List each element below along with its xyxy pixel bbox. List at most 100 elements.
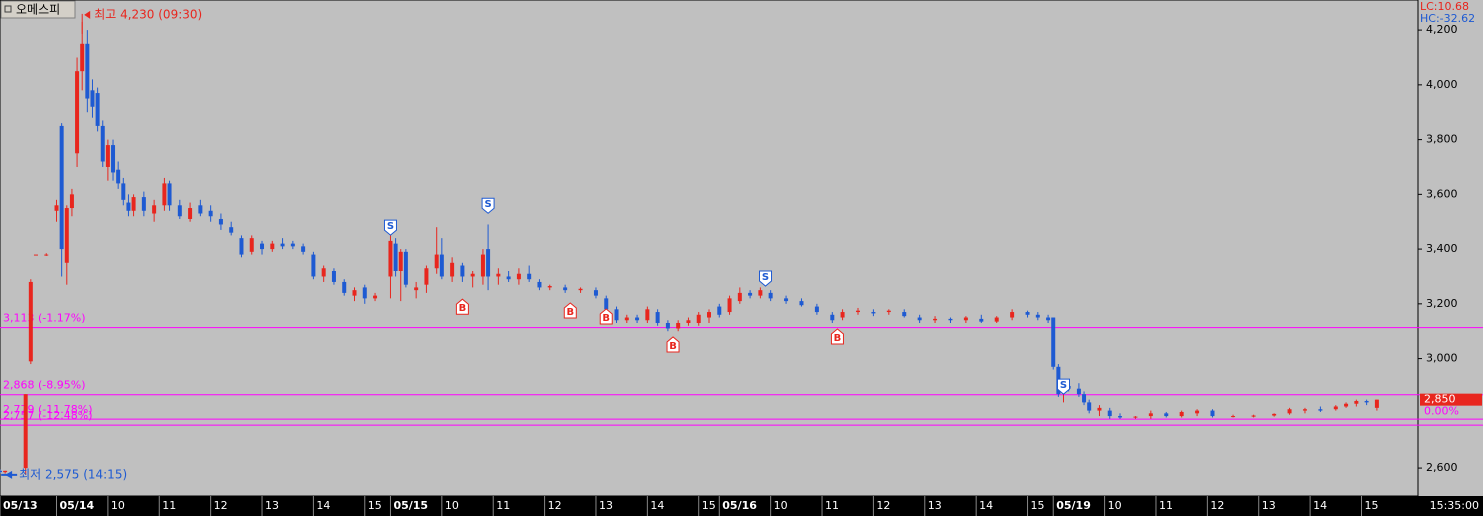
current-change: 0.00% bbox=[1424, 405, 1459, 418]
x-tick-label: 10 bbox=[445, 499, 459, 512]
chart-title: 오메스피 bbox=[16, 3, 60, 17]
signal-label: S bbox=[484, 199, 491, 210]
candle-body bbox=[105, 145, 110, 167]
candle-body bbox=[260, 243, 265, 250]
candle-body bbox=[64, 208, 69, 263]
candle-body bbox=[717, 306, 722, 315]
candle-body bbox=[249, 238, 254, 252]
candle-body bbox=[676, 323, 681, 329]
candle-body bbox=[1087, 402, 1092, 411]
candle-body bbox=[480, 254, 485, 277]
signal-marker bbox=[1057, 378, 1070, 395]
candle-body bbox=[516, 273, 521, 280]
level-label: 2,757 (-12.48%) bbox=[3, 409, 92, 422]
candle-body bbox=[902, 312, 907, 317]
candle-body bbox=[1148, 413, 1153, 417]
candle-body bbox=[963, 317, 968, 321]
candle-body bbox=[979, 318, 984, 322]
candle-body bbox=[321, 268, 326, 277]
candle-body bbox=[830, 314, 835, 321]
candle-body bbox=[424, 268, 429, 285]
title-icon bbox=[4, 5, 12, 13]
plot-area bbox=[0, 0, 1419, 497]
candle-body bbox=[311, 254, 316, 277]
candle-body bbox=[784, 298, 789, 302]
signal-marker bbox=[455, 298, 469, 315]
candle-body bbox=[398, 251, 403, 271]
candle-body bbox=[1333, 406, 1338, 410]
candle-body bbox=[1344, 403, 1349, 407]
candle-body bbox=[1051, 317, 1056, 367]
candle-body bbox=[665, 323, 670, 329]
low-label: 최저 2,575 (14:15) bbox=[19, 467, 127, 481]
y-tick-label: 3,800 bbox=[1426, 133, 1458, 146]
candle-body bbox=[28, 281, 33, 362]
candle-body bbox=[470, 273, 475, 277]
candle-body bbox=[342, 281, 347, 293]
candle-body bbox=[388, 240, 393, 277]
current-price-label: 2,850 bbox=[1424, 393, 1456, 406]
hc-label: HC:-32.62 bbox=[1420, 12, 1475, 25]
candle-body bbox=[95, 93, 100, 126]
candle-body bbox=[301, 246, 306, 252]
x-tick-label: 10 bbox=[1108, 499, 1122, 512]
candle-body bbox=[59, 125, 64, 250]
candle-body bbox=[799, 301, 804, 306]
candle-body bbox=[624, 317, 629, 321]
candle-body bbox=[933, 318, 938, 321]
candle-body bbox=[33, 254, 38, 256]
candle-body bbox=[450, 262, 455, 277]
candle-body bbox=[208, 210, 213, 217]
x-tick-label: 05/15 bbox=[393, 499, 428, 512]
x-tick-label: 05/19 bbox=[1056, 499, 1091, 512]
x-tick-label: 14 bbox=[1313, 499, 1327, 512]
candle-body bbox=[593, 290, 598, 296]
candle-body bbox=[604, 298, 609, 310]
candle-body bbox=[0, 470, 2, 473]
candle-body bbox=[126, 202, 131, 211]
candle-body bbox=[434, 254, 439, 269]
time-label: 15:35:00 bbox=[1430, 499, 1479, 512]
x-tick-label: 12 bbox=[1210, 499, 1224, 512]
candle-body bbox=[100, 125, 105, 162]
x-tick-label: 11 bbox=[825, 499, 839, 512]
x-tick-label: 12 bbox=[548, 499, 562, 512]
candle-body bbox=[1354, 401, 1359, 404]
candle-body bbox=[506, 276, 511, 280]
y-tick-label: 3,400 bbox=[1426, 242, 1458, 255]
candle-body bbox=[1082, 394, 1087, 403]
y-tick-label: 3,600 bbox=[1426, 187, 1458, 200]
candle-body bbox=[748, 292, 753, 296]
candle-body bbox=[871, 312, 876, 314]
x-tick-label: 14 bbox=[650, 499, 664, 512]
candle-body bbox=[393, 243, 398, 271]
x-tick-label: 12 bbox=[876, 499, 890, 512]
level-label: 2,868 (-8.95%) bbox=[3, 379, 85, 392]
candle-body bbox=[686, 320, 691, 324]
y-tick-label: 4,000 bbox=[1426, 78, 1458, 91]
candle-body bbox=[362, 287, 367, 299]
x-tick-label: 13 bbox=[265, 499, 279, 512]
candle-body bbox=[198, 205, 203, 214]
level-label: 3,113 (-1.17%) bbox=[3, 312, 85, 325]
candle-body bbox=[3, 470, 8, 473]
signal-label: B bbox=[602, 313, 610, 324]
candle-body bbox=[1251, 415, 1256, 417]
x-tick-label: 15 bbox=[1364, 499, 1378, 512]
candle-body bbox=[270, 243, 275, 250]
candle-body bbox=[1164, 413, 1169, 417]
candle-body bbox=[121, 183, 126, 200]
current-price-box bbox=[1420, 393, 1482, 406]
y-tick-label: 3,000 bbox=[1426, 352, 1458, 365]
candle-body bbox=[1364, 401, 1369, 403]
candle-body bbox=[69, 194, 74, 209]
candle-body bbox=[1097, 407, 1102, 411]
x-tick-label: 15 bbox=[702, 499, 716, 512]
signal-label: B bbox=[566, 307, 574, 318]
x-tick-label: 13 bbox=[928, 499, 942, 512]
candle-body bbox=[948, 318, 953, 321]
candle-body bbox=[218, 218, 223, 225]
candle-body bbox=[486, 249, 491, 277]
signal-marker bbox=[599, 308, 613, 325]
candle-body bbox=[994, 317, 999, 322]
